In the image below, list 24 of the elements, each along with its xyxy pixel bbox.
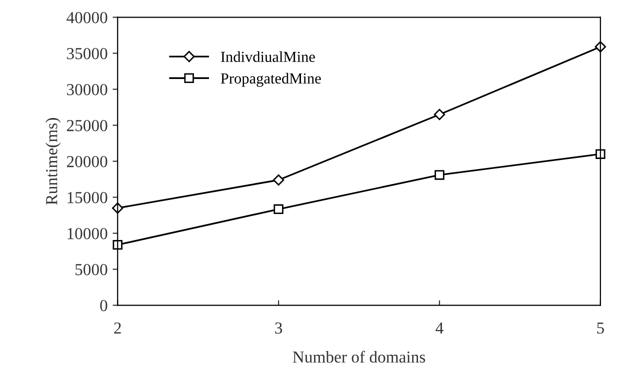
point [434,108,446,120]
x-axis-title: Number of domains [292,350,426,363]
y-tick-label: 40000 [66,12,108,24]
x-tick-label: 3 [275,322,282,334]
point [112,240,122,250]
point [434,170,444,180]
point [596,149,606,159]
legend-label: IndivdiualMine [220,51,315,62]
point [594,41,606,52]
y-axis-title: Runtime(ms) [46,118,61,205]
y-tick-label: 30000 [67,84,108,96]
legend-label: PropagatedMine [220,72,321,87]
x-tick-label: 5 [597,322,604,334]
y-tick-label: 10000 [68,228,108,240]
x-tick-label: 4 [436,322,444,334]
point [274,204,284,214]
y-tick-label: 35000 [67,48,108,60]
y-tick-label: 25000 [66,120,108,132]
y-tick-label: 5000 [76,264,108,276]
x-tick-label: 2 [114,322,121,334]
y-tick-label: 0 [100,300,108,312]
point [272,174,284,186]
y-tick-label: 20000 [66,156,108,168]
y-tick-label: 15000 [68,192,108,204]
